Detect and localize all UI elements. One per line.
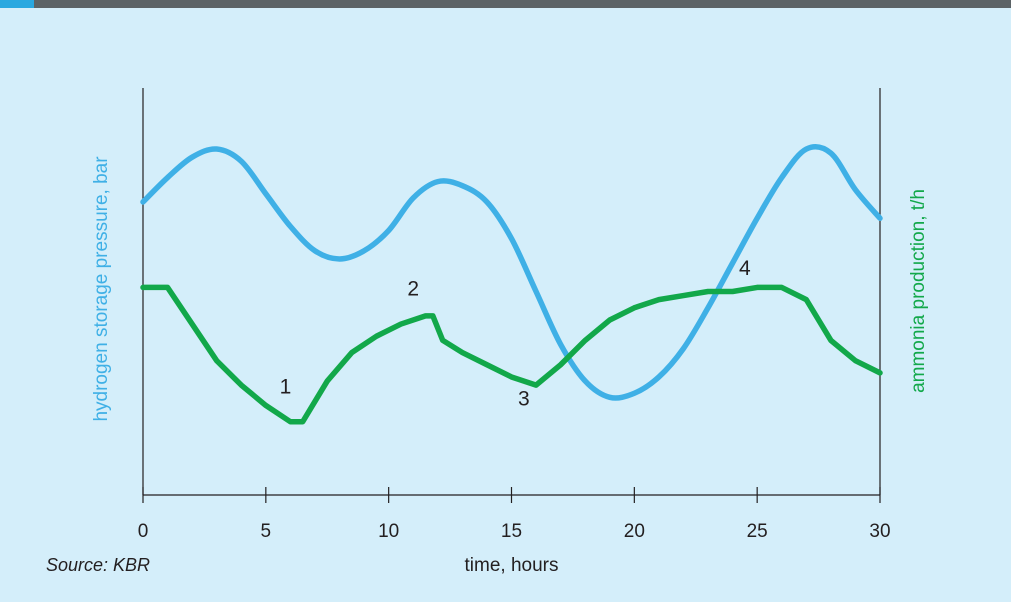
x-tick-label: 10 — [378, 521, 399, 542]
x-tick-label: 5 — [261, 521, 272, 542]
x-axis-label: time, hours — [465, 555, 559, 576]
top-accent — [0, 0, 34, 8]
annotation-label: 1 — [280, 375, 292, 398]
y-axis-label-left: hydrogen storage pressure, bar — [91, 156, 112, 422]
source-note: Source: KBR — [46, 555, 151, 575]
pressure-series-line — [140, 144, 883, 401]
y-axis-label-right: ammonia production, t/h — [908, 189, 929, 393]
x-tick-label: 0 — [138, 521, 149, 542]
annotation-label: 3 — [518, 387, 530, 410]
x-tick-label: 15 — [501, 521, 522, 542]
top-bar — [0, 0, 1011, 8]
x-tick-label: 20 — [624, 521, 645, 542]
x-tick-label: 25 — [747, 521, 768, 542]
ammonia-series-line — [140, 284, 883, 425]
annotation-label: 4 — [739, 257, 751, 280]
x-tick-label: 30 — [869, 521, 890, 542]
annotation-label: 2 — [407, 278, 419, 301]
